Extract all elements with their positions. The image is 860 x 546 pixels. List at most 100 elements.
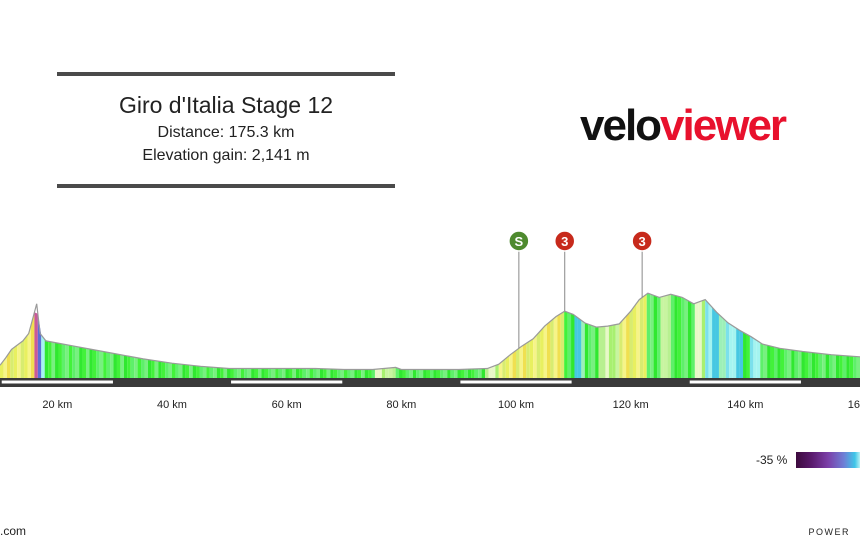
- gradient-segment: [27, 325, 31, 378]
- gradient-segment: [485, 368, 489, 378]
- gradient-segment: [202, 366, 207, 378]
- gradient-segment: [712, 307, 716, 378]
- gradient-segment: [763, 344, 768, 378]
- gradient-segment: [546, 321, 551, 378]
- gradient-segment: [258, 368, 262, 378]
- gradient-segment: [794, 350, 799, 378]
- distance-axis-bar: [0, 378, 860, 387]
- gradient-legend-min-label: -35 %: [756, 453, 788, 467]
- gradient-segment: [643, 294, 647, 378]
- gradient-segment: [732, 325, 737, 378]
- gradient-segment: [6, 351, 11, 378]
- gradient-segment: [660, 296, 664, 378]
- gradient-segment: [567, 312, 572, 378]
- gradient-segment: [144, 359, 148, 378]
- gradient-segment: [354, 369, 358, 378]
- gradient-segment: [123, 355, 128, 378]
- gradient-segment: [302, 368, 307, 378]
- gradient-segment: [688, 300, 692, 378]
- gradient-segment: [619, 320, 623, 378]
- gradient-segment: [51, 341, 56, 378]
- gradient-segment: [103, 351, 107, 378]
- gradient-segment: [192, 365, 197, 378]
- gradient-segment: [743, 332, 747, 378]
- gradient-segment: [602, 326, 606, 378]
- gradient-segment: [127, 355, 131, 378]
- x-tick-label: 80 km: [386, 399, 416, 411]
- gradient-segment: [540, 327, 544, 378]
- gradient-segment: [116, 354, 121, 378]
- climb-marker[interactable]: [553, 230, 576, 252]
- gradient-segment: [72, 345, 76, 378]
- gradient-segment: [663, 295, 668, 378]
- gradient-segment: [247, 368, 252, 378]
- sprint-marker[interactable]: [508, 230, 530, 252]
- gradient-segment: [185, 364, 190, 378]
- gradient-segment: [632, 303, 637, 378]
- marker-label: 3: [639, 234, 646, 249]
- gradient-segment: [591, 325, 596, 378]
- gradient-segment: [161, 361, 166, 378]
- gradient-segment: [853, 356, 857, 378]
- gradient-segment: [801, 351, 805, 378]
- distance-axis-stripes: [1, 380, 801, 384]
- gradient-segment: [30, 312, 35, 378]
- gradient-segment: [17, 342, 21, 378]
- gradient-segment: [474, 368, 479, 378]
- gradient-segment: [292, 368, 296, 378]
- marker-label: 3: [561, 234, 568, 249]
- gradient-segment: [24, 334, 28, 378]
- gradient-segment: [154, 360, 159, 378]
- gradient-segment: [278, 368, 283, 378]
- gradient-segment: [172, 363, 176, 378]
- gradient-segment: [326, 368, 331, 378]
- title-box: Giro d'Italia Stage 12 Distance: 175.3 k…: [57, 72, 395, 188]
- footer-site-link[interactable]: .com: [0, 524, 27, 538]
- gradient-segment: [196, 365, 200, 378]
- gradient-segment: [698, 300, 702, 378]
- gradient-segment: [533, 334, 537, 378]
- gradient-segment: [612, 324, 616, 378]
- gradient-segment: [746, 334, 750, 378]
- gradient-segment: [791, 349, 795, 378]
- gradient-segment: [829, 354, 833, 378]
- gradient-segment: [285, 368, 289, 378]
- gradient-segment: [306, 368, 310, 378]
- gradient-segment: [151, 360, 155, 378]
- gradient-segment: [220, 367, 224, 378]
- gradient-segment: [691, 302, 695, 378]
- gradient-segment: [622, 316, 627, 378]
- gradient-segment: [560, 311, 565, 378]
- gradient-segment: [804, 351, 809, 378]
- gradient-segment: [725, 320, 730, 378]
- gradient-segment: [316, 368, 320, 378]
- gradient-segment: [767, 345, 771, 378]
- gradient-segment: [10, 347, 14, 378]
- gradient-segment: [454, 369, 458, 378]
- gradient-segment: [175, 363, 179, 378]
- x-tick-label: 16: [848, 399, 860, 411]
- gradient-segment: [553, 315, 558, 378]
- gradient-segment: [395, 367, 400, 378]
- x-tick-label: 60 km: [272, 399, 302, 411]
- gradient-segment: [405, 369, 410, 378]
- gradient-segment: [822, 353, 826, 378]
- gradient-segment: [275, 368, 279, 378]
- gradient-segment: [598, 326, 602, 378]
- gradient-segment: [464, 369, 468, 378]
- gradient-fill-segments: [0, 294, 860, 378]
- gradient-segment: [509, 352, 513, 378]
- gradient-segment: [13, 345, 18, 378]
- gradient-segment: [502, 358, 506, 378]
- gradient-segment: [516, 347, 520, 378]
- climb-marker[interactable]: [631, 230, 653, 252]
- gradient-segment: [760, 342, 764, 378]
- gradient-segment: [639, 296, 644, 378]
- gradient-segment: [784, 348, 788, 378]
- gradient-segment: [216, 367, 221, 378]
- gradient-segment: [385, 368, 389, 378]
- logo-velo: velo: [580, 101, 662, 150]
- gradient-segment: [522, 343, 527, 378]
- gradient-segment: [251, 368, 255, 378]
- gradient-segment: [182, 364, 186, 378]
